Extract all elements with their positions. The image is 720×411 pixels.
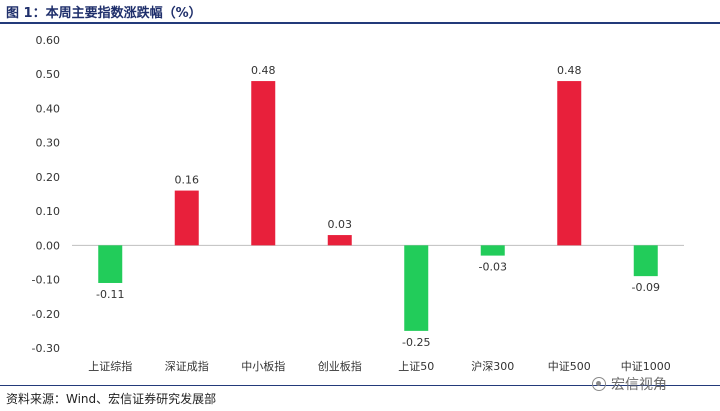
data-label: -0.09 <box>632 281 660 294</box>
data-label: 0.48 <box>251 64 276 77</box>
category-label: 沪深300 <box>471 359 514 373</box>
y-tick-label: -0.30 <box>32 342 60 355</box>
category-label: 中证1000 <box>621 360 671 373</box>
data-label: -0.03 <box>479 261 507 274</box>
y-tick-label: 0.10 <box>36 205 61 218</box>
y-tick-label: -0.20 <box>32 308 60 321</box>
bar <box>251 81 276 246</box>
watermark: 宏信视角 <box>592 374 667 394</box>
bar <box>404 245 429 331</box>
category-label: 中小板指 <box>241 359 285 373</box>
data-label: -0.11 <box>96 288 124 301</box>
bar <box>557 81 582 246</box>
bar <box>480 245 505 256</box>
category-label: 中证500 <box>548 360 591 373</box>
category-label: 上证综指 <box>88 359 132 373</box>
watermark-text: 宏信视角 <box>611 377 667 393</box>
data-label: -0.25 <box>402 336 430 349</box>
data-label: 0.16 <box>175 174 200 187</box>
data-label: 0.48 <box>557 64 582 77</box>
y-tick-label: 0.50 <box>36 68 61 81</box>
wechat-icon <box>592 377 606 391</box>
bar <box>633 245 658 277</box>
y-tick-label: 0.20 <box>36 171 61 184</box>
bar <box>174 190 199 246</box>
y-tick-label: 0.30 <box>36 137 61 150</box>
y-tick-label: 0.00 <box>36 239 61 252</box>
bar <box>98 245 123 283</box>
y-tick-label: -0.10 <box>32 274 60 287</box>
chart-title: 图 1：本周主要指数涨跌幅（%） <box>6 6 202 21</box>
bar-chart: 0.60 0.50 0.40 0.30 0.20 0.10 0.00 -0.10 -0.20 -0… <box>32 34 684 373</box>
category-label: 深证成指 <box>165 359 209 373</box>
y-tick-label: 0.60 <box>36 34 61 47</box>
category-label: 上证50 <box>398 360 434 373</box>
title-rule <box>0 22 720 24</box>
bar <box>327 235 352 246</box>
category-label: 创业板指 <box>318 359 362 373</box>
y-tick-label: 0.40 <box>36 102 61 115</box>
source-note: 资料来源：Wind、宏信证券研究发展部 <box>6 392 217 406</box>
footer-rule <box>0 385 720 386</box>
data-label: 0.03 <box>328 218 353 231</box>
